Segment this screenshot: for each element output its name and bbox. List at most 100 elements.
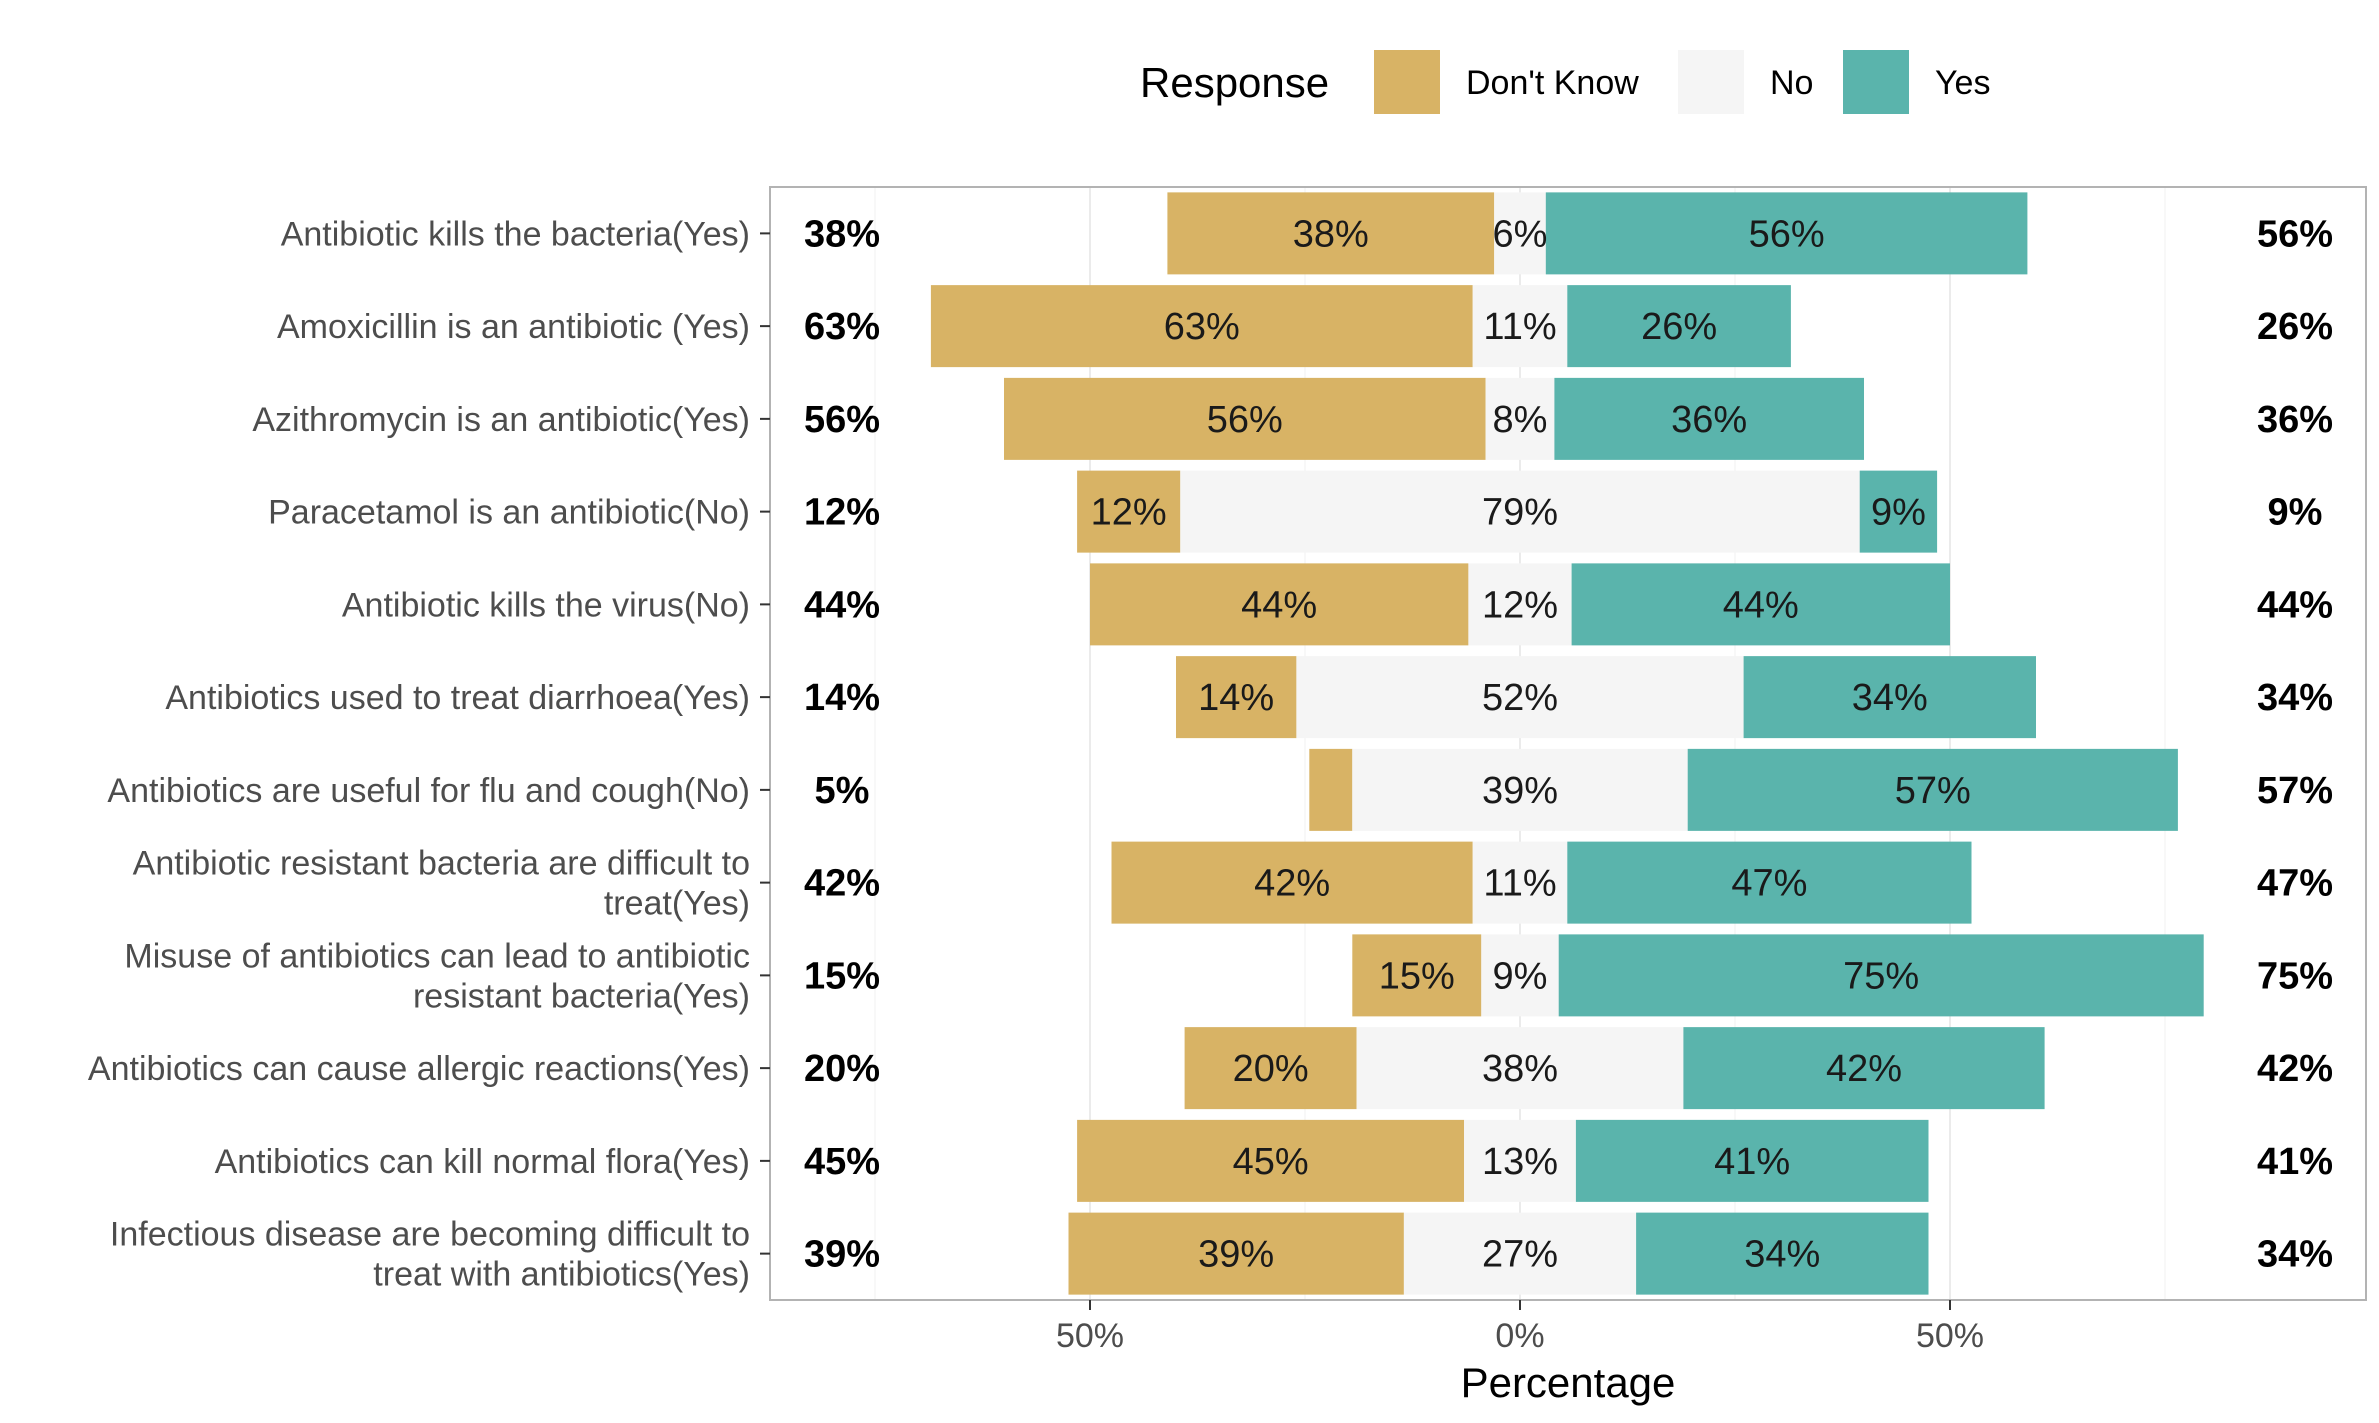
bar-label-dont-know: 20% — [1233, 1048, 1309, 1090]
bar-label-yes: 41% — [1714, 1141, 1790, 1183]
bar-label-no: 8% — [1493, 399, 1548, 441]
category-label-line: Antibiotic kills the virus(No) — [342, 586, 750, 624]
bar-yes — [1683, 1027, 2045, 1110]
bar-yes — [1743, 656, 2036, 739]
bar-no — [1468, 563, 1572, 646]
category-label-line: Antibiotic resistant bacteria are diffic… — [133, 845, 750, 883]
bar-dont-know — [1111, 841, 1473, 924]
bar-yes — [1567, 285, 1791, 368]
bar-labels: 38% 6% 56% 63% 11% 26% 56% 8% 36% 12% 79% 9% 44% 12% 4… — [1091, 213, 1971, 1275]
bar-dont-know — [1352, 934, 1482, 1017]
bar-label-dont-know: 44% — [1241, 584, 1317, 626]
category-label: Antibiotic resistant bacteria are diffic… — [133, 845, 750, 923]
x-tick-label: 0% — [1495, 1317, 1544, 1355]
category-label-line: Antibiotics used to treat diarrhoea(Yes) — [165, 679, 750, 717]
x-tick-label: 50% — [1056, 1317, 1124, 1355]
bar-label-dont-know: 12% — [1091, 492, 1167, 534]
category-label: Misuse of antibiotics can lead to antibi… — [124, 937, 750, 1015]
bar-label-no: 52% — [1482, 677, 1558, 719]
bar-label-dont-know: 38% — [1293, 213, 1369, 255]
bar-dont-know — [1090, 563, 1469, 646]
category-label: Antibiotics used to treat diarrhoea(Yes) — [165, 679, 750, 717]
bar-label-dont-know: 42% — [1254, 863, 1330, 905]
bar-label-yes: 44% — [1723, 584, 1799, 626]
bar-label-no: 12% — [1482, 584, 1558, 626]
category-label: Antibiotic kills the bacteria(Yes) — [281, 215, 750, 253]
right-summary-label: 56% — [2257, 213, 2333, 255]
bar-label-yes: 26% — [1641, 306, 1717, 348]
legend-title: Response — [1140, 59, 1329, 106]
bar-dont-know — [1068, 1212, 1404, 1295]
left-summary-label: 15% — [804, 955, 880, 997]
right-summary-label: 42% — [2257, 1048, 2333, 1090]
bar-label-dont-know: 56% — [1207, 399, 1283, 441]
bar-yes — [1571, 563, 1950, 646]
bar-no — [1494, 192, 1546, 275]
bar-no — [1180, 470, 1860, 553]
bar-yes — [1575, 1119, 1929, 1202]
left-summary-label: 44% — [804, 584, 880, 626]
bar-label-no: 27% — [1482, 1234, 1558, 1276]
left-summary-label: 56% — [804, 399, 880, 441]
bar-label-dont-know: 15% — [1379, 955, 1455, 997]
category-label: Antibiotics can cause allergic reactions… — [88, 1050, 750, 1088]
left-summary-label: 45% — [804, 1141, 880, 1183]
category-label-line: Amoxicillin is an antibiotic (Yes) — [277, 308, 750, 346]
bar-label-yes: 42% — [1826, 1048, 1902, 1090]
bar-label-yes: 34% — [1744, 1234, 1820, 1276]
bar-dont-know — [1077, 470, 1181, 553]
bar-label-yes: 56% — [1749, 213, 1825, 255]
legend-key — [1678, 50, 1744, 114]
left-summary-label: 38% — [804, 213, 880, 255]
bar-label-yes: 57% — [1895, 770, 1971, 812]
category-label-line: Antibiotic kills the bacteria(Yes) — [281, 215, 750, 253]
left-summary-label: 5% — [815, 770, 870, 812]
category-label-line: Azithromycin is an antibiotic(Yes) — [252, 401, 750, 439]
bar-label-yes: 36% — [1671, 399, 1747, 441]
legend-key — [1843, 50, 1909, 114]
summary-labels: 38% 56% 63% 26% 56% 36% 12% 9% 44% 44% 14% 34% 5% 57%… — [804, 213, 2333, 1275]
bar-label-yes: 47% — [1731, 863, 1807, 905]
bar-label-no: 11% — [1483, 306, 1556, 348]
bar-yes — [1687, 748, 2178, 831]
legend-label: Don't Know — [1466, 64, 1639, 102]
category-label: Antibiotic kills the virus(No) — [342, 586, 750, 624]
category-label: Infectious disease are becoming difficul… — [110, 1216, 750, 1294]
x-axis-title: Percentage — [1461, 1359, 1676, 1406]
left-summary-label: 63% — [804, 306, 880, 348]
bar-label-no: 39% — [1482, 770, 1558, 812]
category-label-line: Antibiotics can kill normal flora(Yes) — [215, 1143, 750, 1181]
grid-lines — [874, 187, 2166, 1300]
right-summary-label: 41% — [2257, 1141, 2333, 1183]
left-summary-label: 39% — [804, 1234, 880, 1276]
right-summary-label: 34% — [2257, 677, 2333, 719]
bar-no — [1472, 841, 1568, 924]
right-summary-label: 36% — [2257, 399, 2333, 441]
bar-label-yes: 75% — [1843, 955, 1919, 997]
bar-yes — [1558, 934, 2204, 1017]
bar-dont-know — [1077, 1119, 1465, 1202]
legend-label: No — [1770, 64, 1813, 102]
category-label: Azithromycin is an antibiotic(Yes) — [252, 401, 750, 439]
bar-no — [1485, 377, 1555, 460]
right-summary-label: 26% — [2257, 306, 2333, 348]
category-label-line: Misuse of antibiotics can lead to antibi… — [124, 937, 750, 975]
bar-yes — [1636, 1212, 1929, 1295]
category-label-line: Infectious disease are becoming difficul… — [110, 1216, 750, 1254]
category-label: Amoxicillin is an antibiotic (Yes) — [277, 308, 750, 346]
right-summary-label: 9% — [2268, 492, 2323, 534]
category-label-line: resistant bacteria(Yes) — [413, 977, 750, 1015]
bar-yes — [1545, 192, 2028, 275]
plot-panel — [770, 187, 2366, 1300]
bar-label-no: 38% — [1482, 1048, 1558, 1090]
bar-label-yes: 9% — [1871, 492, 1926, 534]
right-summary-label: 44% — [2257, 584, 2333, 626]
y-axis: Antibiotic kills the bacteria(Yes) Amoxic… — [88, 215, 770, 1294]
legend-key — [1374, 50, 1440, 114]
bar-label-no: 9% — [1493, 955, 1548, 997]
right-summary-label: 47% — [2257, 863, 2333, 905]
bar-no — [1464, 1119, 1576, 1202]
left-summary-label: 12% — [804, 492, 880, 534]
bar-dont-know — [1004, 377, 1486, 460]
category-label-line: treat with antibiotics(Yes) — [373, 1256, 750, 1294]
